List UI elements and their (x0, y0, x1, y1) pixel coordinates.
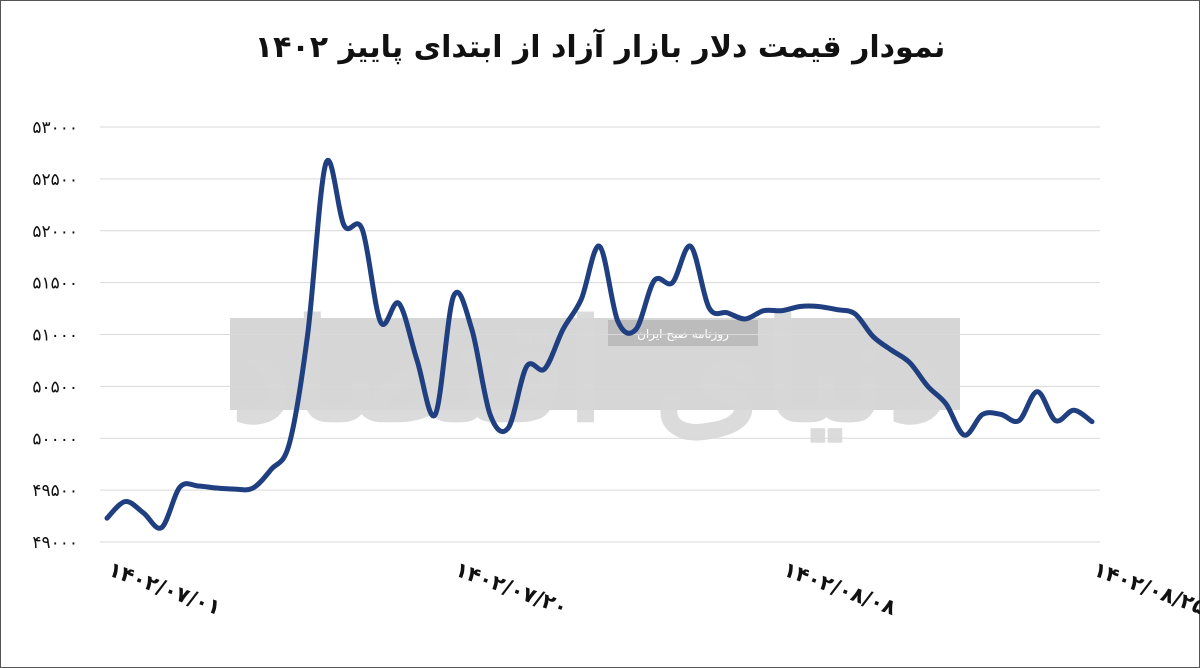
y-tick-label: ۵۳۰۰۰ (32, 118, 78, 138)
y-tick-label: ۴۹۰۰۰ (32, 533, 78, 553)
watermark-band (230, 318, 960, 410)
y-tick-label: ۵۱۰۰۰ (32, 326, 78, 346)
y-tick-label: ۵۰۰۰۰ (32, 429, 78, 449)
y-tick-label: ۵۰۵۰۰ (32, 377, 78, 397)
x-tick-label: ۱۴۰۲/۰۸/۰۸ (780, 557, 899, 620)
x-tick-label: ۱۴۰۲/۰۸/۲۵ (1090, 557, 1200, 620)
y-tick-label: ۵۲۵۰۰ (32, 170, 78, 190)
y-tick-label: ۵۱۵۰۰ (32, 274, 78, 294)
y-tick-label: ۵۲۰۰۰ (32, 222, 78, 242)
watermark-text: دنیای اقتصاد (230, 290, 949, 454)
y-tick-label: ۴۹۵۰۰ (32, 481, 78, 501)
chart-title: نمودار قیمت دلار بازار آزاد از ابتدای پا… (254, 30, 946, 65)
x-tick-label: ۱۴۰۲/۰۷/۲۰ (452, 557, 571, 620)
watermark: دنیای اقتصاد روزنامه صبح ایران (230, 290, 960, 454)
x-tick-label: ۱۴۰۲/۰۷/۰۱ (105, 557, 224, 620)
